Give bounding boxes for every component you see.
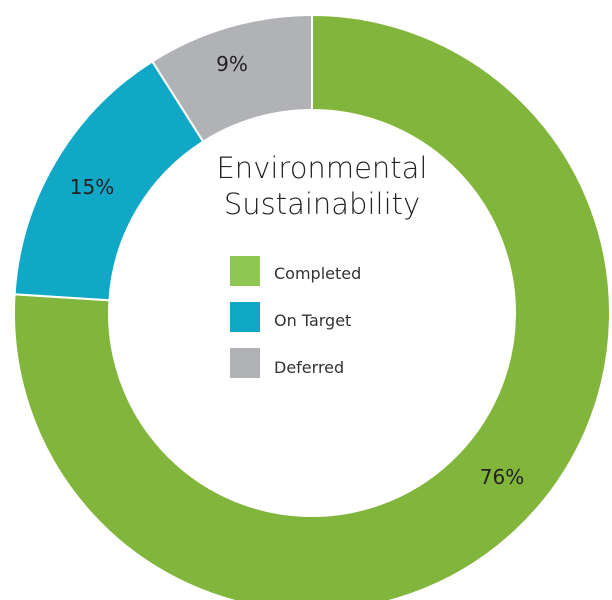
slice-deferred (150, 13, 313, 143)
legend: Completed On Target Deferred (230, 256, 361, 378)
chart-title: Environmental Sustainability (216, 151, 427, 221)
slice-labels: 76% 15% 9% (70, 52, 524, 489)
legend-swatch-completed (230, 256, 260, 286)
chart-title-line-1: Environmental (216, 151, 427, 185)
chart-title-line-2: Sustainability (224, 187, 420, 221)
legend-item-completed: Completed (230, 256, 361, 286)
slice-label-completed: 76% (480, 465, 524, 489)
legend-item-deferred: Deferred (230, 348, 344, 378)
slice-completed (13, 13, 611, 600)
legend-label-on-target: On Target (274, 311, 351, 330)
legend-label-completed: Completed (274, 264, 361, 283)
slice-label-on-target: 15% (70, 175, 114, 199)
slice-label-deferred: 9% (216, 52, 248, 76)
donut-slices (13, 13, 611, 600)
legend-swatch-deferred (230, 348, 260, 378)
legend-item-on-target: On Target (230, 302, 351, 332)
legend-swatch-on-target (230, 302, 260, 332)
legend-label-deferred: Deferred (274, 358, 344, 377)
